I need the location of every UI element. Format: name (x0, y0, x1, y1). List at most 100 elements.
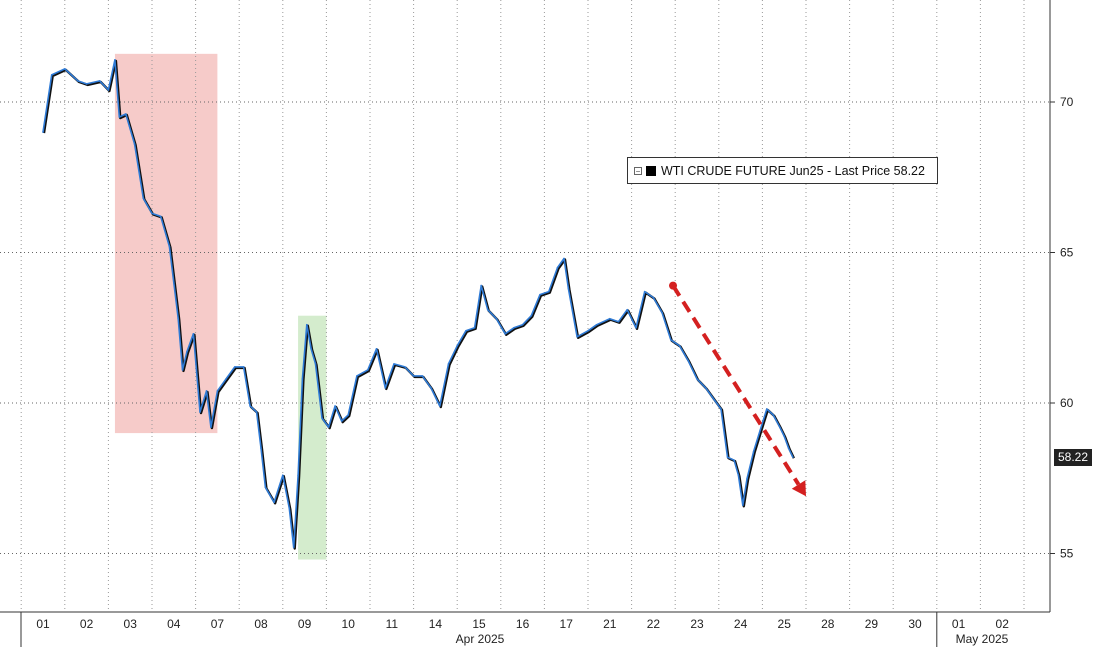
data-point (159, 215, 162, 218)
shaded-region-1 (114, 53, 218, 434)
data-point (404, 366, 406, 368)
data-point (486, 308, 489, 311)
data-point (216, 390, 219, 392)
data-point (249, 405, 251, 407)
data-point (340, 420, 343, 422)
data-point (225, 378, 227, 380)
data-point (107, 89, 110, 91)
data-point (635, 326, 637, 329)
data-point (177, 317, 179, 320)
data-point (713, 399, 716, 401)
data-point (759, 429, 762, 431)
x-tick-label: 11 (386, 617, 399, 631)
x-tick-label: 23 (690, 617, 704, 631)
data-point (733, 459, 735, 461)
last-price-tag: 58.22 (1054, 449, 1092, 466)
data-point (205, 390, 208, 392)
data-point (85, 83, 88, 85)
data-point (50, 74, 53, 76)
data-point (521, 323, 524, 326)
trend-arrow-head (791, 480, 806, 497)
data-point (456, 345, 459, 347)
data-point (609, 317, 611, 320)
data-point (678, 345, 681, 347)
data-point (118, 116, 121, 118)
y-tick-label: 65 (1060, 246, 1074, 260)
data-point (661, 311, 663, 314)
data-point (696, 378, 698, 380)
data-point (301, 378, 304, 380)
data-point (787, 447, 790, 449)
data-point (567, 287, 570, 290)
data-point (186, 351, 188, 353)
data-point (726, 456, 729, 458)
x-tick-label: 22 (647, 617, 661, 631)
data-point (173, 281, 175, 284)
data-point (720, 408, 722, 410)
data-point (421, 375, 424, 377)
data-point (42, 131, 44, 133)
data-point (77, 80, 79, 82)
x-tick-label: 10 (342, 617, 356, 631)
data-point (356, 375, 358, 377)
data-point (264, 486, 267, 489)
legend-toggle-icon[interactable]: − (634, 166, 642, 176)
x-tick-label: 03 (124, 617, 138, 631)
data-point (465, 329, 467, 332)
data-point (375, 348, 378, 350)
data-point (737, 474, 740, 477)
data-point (347, 414, 350, 416)
x-tick-label: 04 (167, 617, 181, 631)
x-tick-label: 09 (298, 617, 312, 631)
data-point (447, 363, 450, 365)
x-tick-label: 14 (429, 617, 443, 631)
data-point (242, 366, 245, 368)
data-point (181, 369, 184, 371)
data-point (168, 245, 171, 248)
data-point (438, 405, 441, 407)
data-point (513, 326, 515, 329)
x-tick-label: 17 (560, 617, 574, 631)
data-point (595, 323, 598, 326)
data-point (321, 417, 323, 419)
data-point (234, 366, 236, 368)
x-tick-label: 08 (254, 617, 268, 631)
data-point (652, 296, 655, 299)
data-point (430, 387, 432, 389)
data-point (704, 387, 707, 389)
data-point (305, 323, 308, 326)
data-point (495, 317, 498, 320)
data-point (547, 290, 550, 293)
x-tick-label: 16 (516, 617, 530, 631)
data-point (783, 435, 785, 437)
data-point (260, 447, 262, 449)
data-point (792, 456, 794, 458)
x-tick-label: 28 (821, 617, 835, 631)
data-point (327, 426, 330, 428)
data-point (670, 338, 672, 341)
data-point (504, 332, 506, 335)
data-point (314, 363, 317, 365)
data-point (292, 546, 295, 549)
x-tick-label: 29 (865, 617, 879, 631)
data-point (473, 326, 476, 329)
data-point (393, 363, 395, 365)
legend-label: WTI CRUDE FUTURE Jun25 - Last Price 58.2… (661, 163, 925, 178)
x-tick-label: 15 (472, 617, 486, 631)
legend[interactable]: − WTI CRUDE FUTURE Jun25 - Last Price 58… (627, 157, 938, 184)
x-tick-label: 24 (734, 617, 748, 631)
data-point (273, 501, 275, 504)
data-point (334, 405, 336, 407)
x-tick-label: 02 (80, 617, 94, 631)
y-tick-label: 55 (1060, 547, 1074, 561)
x-tick-label: 07 (211, 617, 225, 631)
data-point (125, 113, 127, 115)
data-point (576, 335, 578, 338)
data-point (210, 426, 212, 428)
x-tick-label: 25 (778, 617, 792, 631)
y-tick-label: 60 (1060, 396, 1074, 410)
x-tick-label: 02 (996, 617, 1010, 631)
month-label-apr: Apr 2025 (456, 632, 505, 646)
